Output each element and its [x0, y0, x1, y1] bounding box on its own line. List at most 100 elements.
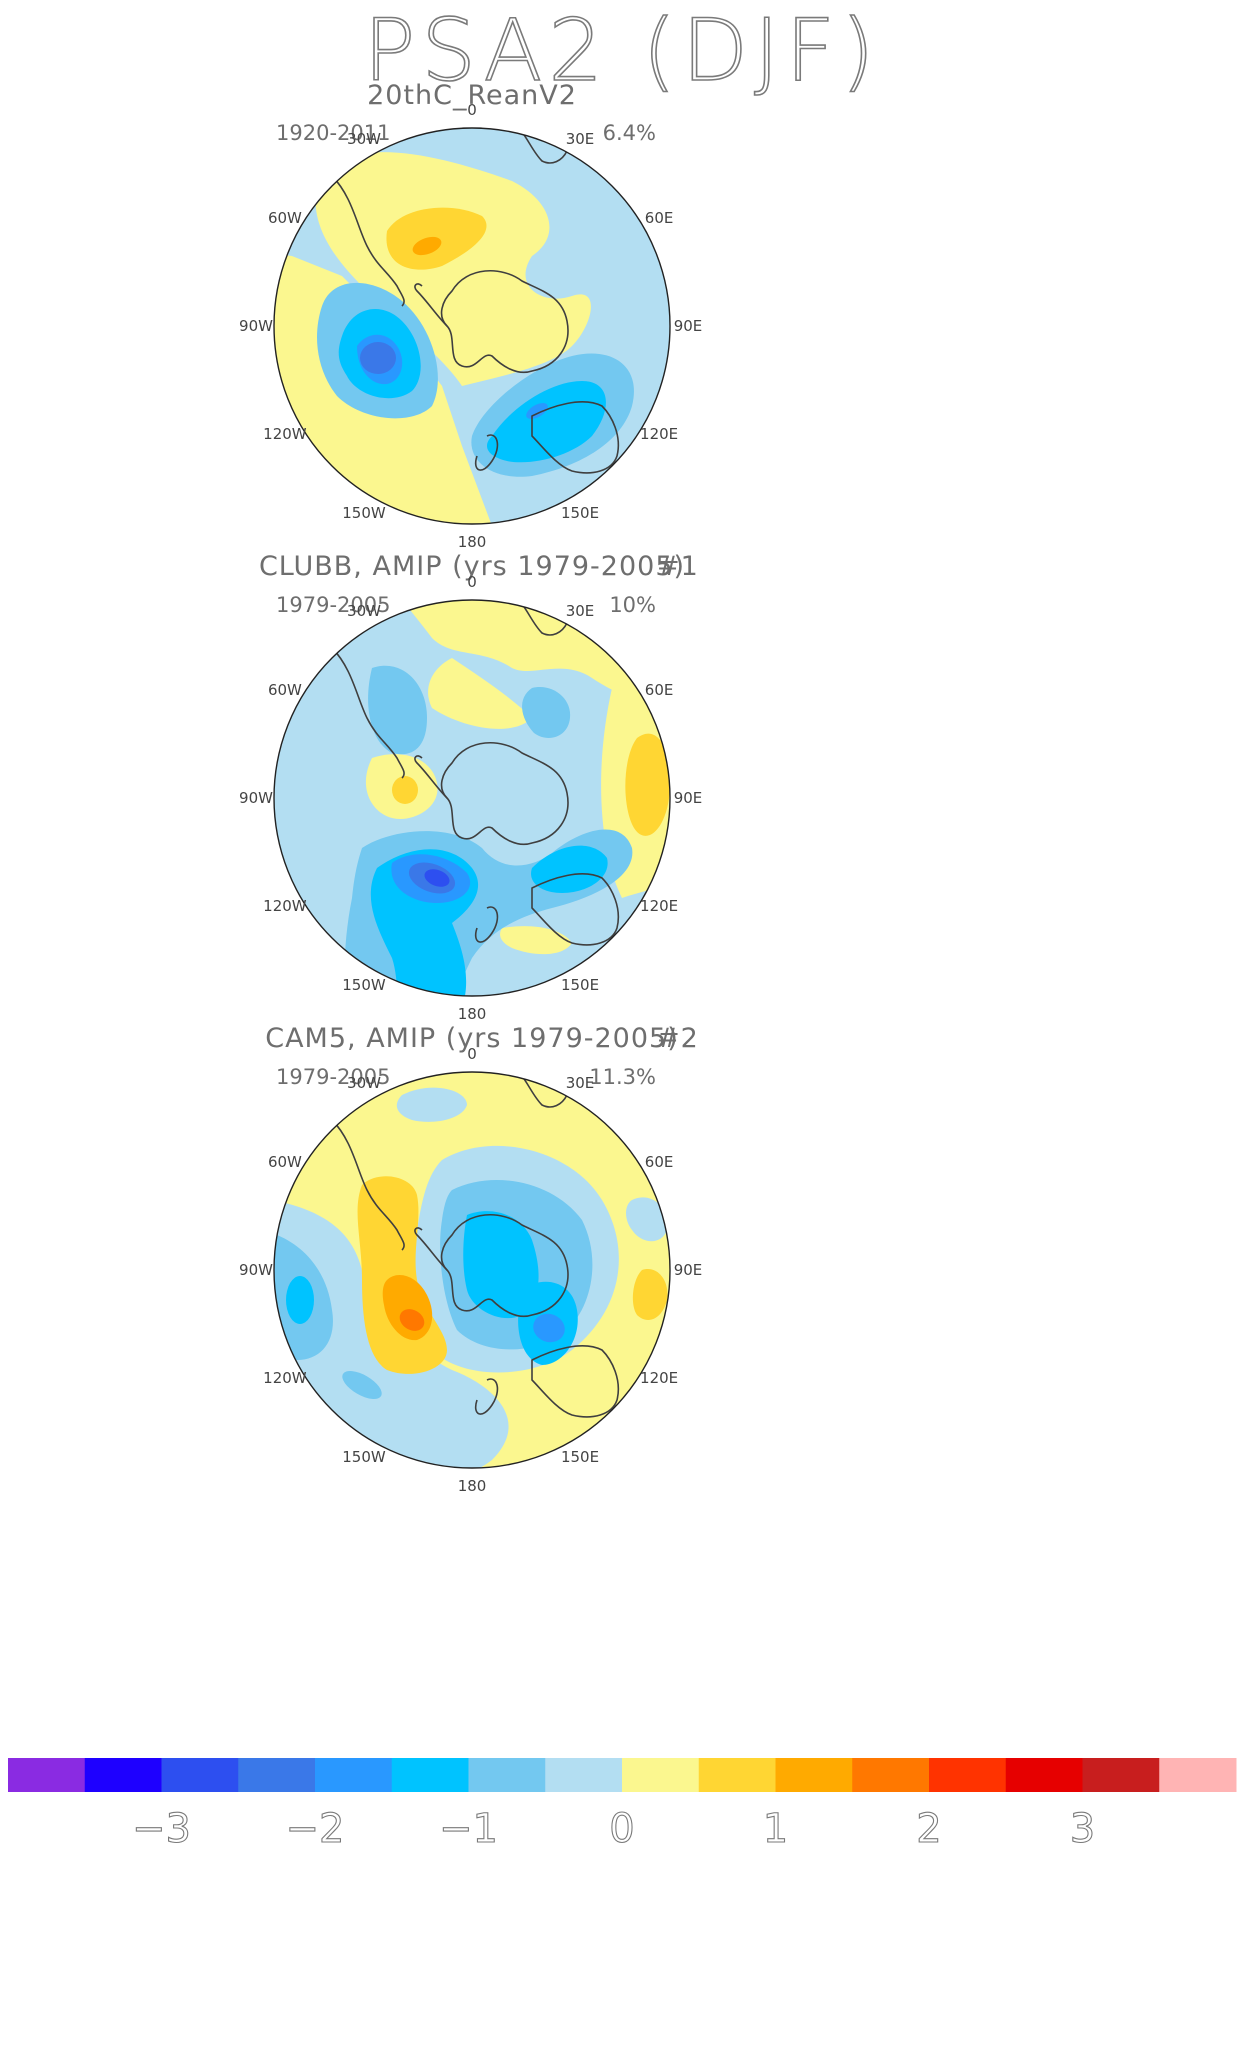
south-america-coast	[331, 175, 405, 307]
positive-region-north2	[428, 658, 532, 729]
colorbar-label: −2	[286, 1806, 345, 1852]
longitude-label: 180	[458, 1477, 487, 1495]
colorbar-swatch	[852, 1758, 930, 1792]
colorbar-label: 1	[763, 1806, 788, 1852]
new-zealand-coast	[474, 906, 499, 943]
longitude-label: 120W	[263, 897, 307, 915]
panel-years: 1979-2005	[276, 593, 390, 617]
longitude-label: 150W	[342, 1448, 386, 1466]
map-boundary	[273, 599, 671, 997]
positive-west-orange	[392, 776, 418, 804]
antarctica-coast	[440, 1214, 569, 1318]
colorbar-label: 3	[1070, 1806, 1095, 1852]
colorbar-swatch	[1159, 1758, 1237, 1792]
longitude-label: 120E	[640, 425, 678, 443]
longitude-label: 150E	[561, 976, 599, 994]
positive-east-orange	[625, 733, 670, 836]
panel-reanalysis: 20thC_ReanV2 1920-2011 6.4% 0 30E 60E 90E 120E 1…	[239, 80, 703, 551]
longitude-label: 0	[467, 101, 477, 119]
longitude-label: 90W	[239, 1261, 273, 1279]
map-boundary	[273, 1071, 671, 1469]
new-zealand-coast	[474, 434, 499, 471]
colorbar-swatch	[622, 1758, 700, 1792]
colorbar-swatch	[84, 1758, 162, 1792]
negative-ne	[522, 687, 571, 738]
longitude-label: 150W	[342, 976, 386, 994]
positive-ne-small	[612, 1095, 635, 1122]
peninsula-coast	[414, 755, 448, 799]
longitude-label: 30E	[566, 130, 595, 148]
colorbar-swatch	[468, 1758, 546, 1792]
longitude-label: 90E	[674, 1261, 703, 1279]
colorbar-swatch	[391, 1758, 469, 1792]
positive-southeast	[500, 926, 572, 955]
panel-title: CAM5, AMIP (yrs 1979-2005)	[265, 1023, 679, 1054]
longitude-label: 150E	[561, 1448, 599, 1466]
panel-variance: 10%	[609, 593, 656, 617]
antarctica-coast	[440, 742, 569, 846]
longitude-label: 60E	[645, 1153, 674, 1171]
longitude-label: 90E	[674, 789, 703, 807]
colorbar-swatch	[775, 1758, 853, 1792]
longitude-label: 90E	[674, 317, 703, 335]
colorbar-label: −3	[132, 1806, 191, 1852]
colorbar-label: 0	[609, 1806, 634, 1852]
peninsula-coast	[414, 283, 448, 327]
panel-variance: 6.4%	[603, 121, 656, 145]
colorbar-swatch	[315, 1758, 393, 1792]
panel-title: CLUBB, AMIP (yrs 1979-2005)	[259, 551, 685, 582]
panel-years: 1920-2011	[276, 121, 390, 145]
negative-north	[396, 1087, 467, 1122]
negative-core	[533, 1313, 565, 1343]
negative-ne	[626, 1197, 668, 1242]
positive-east-small	[632, 1269, 668, 1320]
new-zealand-coast	[474, 1378, 499, 1415]
longitude-label: 60W	[268, 209, 302, 227]
peninsula-coast	[414, 1227, 448, 1271]
longitude-label: 120W	[263, 425, 307, 443]
longitude-label: 180	[458, 1005, 487, 1023]
negative-nw	[368, 665, 427, 755]
panel-years: 1979-2005	[276, 1065, 390, 1089]
longitude-label: 60W	[268, 681, 302, 699]
colorbar-swatch	[929, 1758, 1007, 1792]
negative-west-core	[286, 1276, 314, 1324]
australia-coast	[531, 873, 620, 946]
colorbar-swatch	[161, 1758, 239, 1792]
panel-number: #1	[657, 551, 699, 582]
colorbar: −3 −2 −1 0 1 2 3	[8, 1758, 1237, 1853]
longitude-label: 30E	[566, 602, 595, 620]
longitude-label: 30W	[347, 1074, 381, 1092]
colorbar-label: 2	[916, 1806, 941, 1852]
longitude-label: 120E	[640, 897, 678, 915]
colorbar-swatch	[8, 1758, 86, 1792]
colorbar-label: −1	[439, 1806, 498, 1852]
positive-region-north	[315, 152, 591, 386]
coastlines	[331, 1072, 620, 1418]
negative-south-l3	[487, 381, 606, 463]
coastlines	[331, 600, 620, 946]
longitude-label: 150W	[342, 504, 386, 522]
longitude-label: 0	[467, 573, 477, 591]
negative-east-l3	[531, 845, 608, 893]
longitude-label: 180	[458, 533, 487, 551]
longitude-label: 120E	[640, 1369, 678, 1387]
longitude-label: 30E	[566, 1074, 595, 1092]
colorbar-swatch	[1082, 1758, 1160, 1792]
negative-core2	[424, 869, 450, 887]
figure-title: PSA2 (DJF)	[363, 1, 880, 101]
longitude-label: 60E	[645, 209, 674, 227]
negative-sw-l2	[342, 1371, 382, 1399]
panel-cam5: CAM5, AMIP (yrs 1979-2005)#2 1979-2005 11.…	[239, 1023, 703, 1495]
panel-title: 20thC_ReanV2	[367, 80, 577, 111]
longitude-label: 60W	[268, 1153, 302, 1171]
longitude-label: 90W	[239, 317, 273, 335]
longitude-label: 30W	[347, 130, 381, 148]
longitude-label: 120W	[263, 1369, 307, 1387]
longitude-label: 0	[467, 1045, 477, 1063]
coastlines	[331, 128, 620, 474]
negative-west-core	[360, 342, 396, 374]
longitude-label: 90W	[239, 789, 273, 807]
colorbar-swatch	[545, 1758, 623, 1792]
